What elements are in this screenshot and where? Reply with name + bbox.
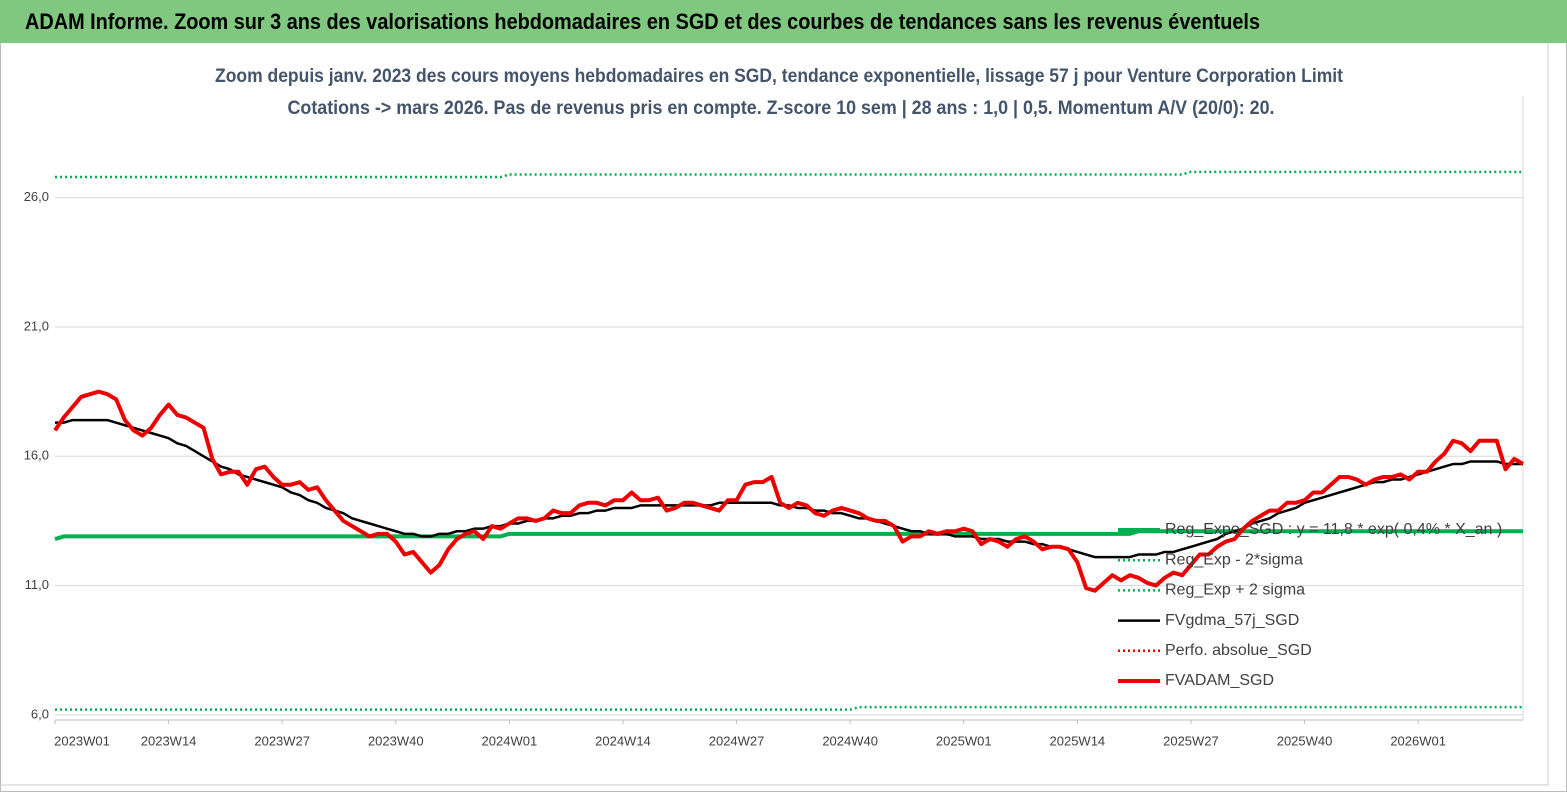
x-tick-label: 2023W14 — [141, 733, 197, 748]
chart-subtitle: Zoom depuis janv. 2023 des cours moyens … — [215, 66, 1344, 87]
legend-label: Reg_Exp + 2 sigma — [1165, 582, 1305, 599]
chart-title: ADAM Informe. Zoom sur 3 ans des valoris… — [25, 9, 1260, 34]
x-tick-label: 2023W40 — [368, 733, 424, 748]
x-tick-label: 2025W27 — [1163, 733, 1219, 748]
y-tick-label: 6,0 — [31, 706, 49, 721]
legend-label: FVADAM_SGD — [1165, 672, 1274, 689]
series-line — [54, 529, 1523, 541]
y-tick-label: 26,0 — [24, 189, 49, 204]
x-tick-label: 2025W14 — [1050, 733, 1106, 748]
legend-label: Reg_Exp - 2*sigma — [1165, 551, 1303, 568]
legend-label: Perfo. absolue_SGD — [1165, 642, 1312, 659]
x-tick-label: 2023W01 — [54, 733, 110, 748]
x-tick-label: 2024W40 — [822, 733, 878, 748]
x-tick-label: 2024W27 — [709, 733, 765, 748]
y-tick-label: 16,0 — [24, 448, 49, 463]
x-tick-label: 2024W14 — [595, 733, 651, 748]
x-tick-label: 2025W40 — [1277, 733, 1333, 748]
header-bar — [0, 0, 1567, 43]
x-tick-label: 2025W01 — [936, 733, 992, 748]
y-tick-label: 11,0 — [25, 577, 49, 592]
legend-label: FVgdma_57j_SGD — [1165, 612, 1299, 629]
legend-label: Reg_Expo_SGD : y = 11,8 * exp( 0,4% * X_… — [1165, 521, 1502, 538]
series-line — [55, 418, 1523, 559]
series-line — [53, 389, 1525, 593]
y-tick-label: 21,0 — [24, 318, 49, 333]
chart-subtitle: Cotations -> mars 2026. Pas de revenus p… — [288, 98, 1275, 119]
x-tick-label: 2024W01 — [482, 733, 538, 748]
x-tick-label: 2023W27 — [254, 733, 310, 748]
x-tick-label: 2026W01 — [1390, 733, 1446, 748]
